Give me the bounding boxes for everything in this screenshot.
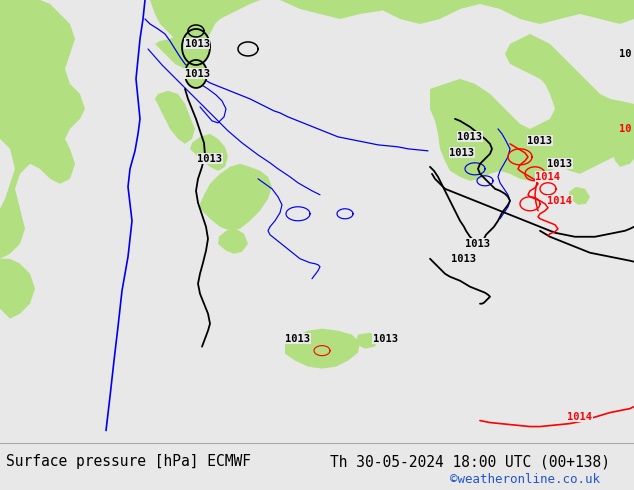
- Polygon shape: [182, 29, 210, 65]
- Text: 1013: 1013: [458, 132, 482, 142]
- Polygon shape: [150, 0, 634, 19]
- Polygon shape: [0, 259, 35, 318]
- Polygon shape: [580, 133, 615, 161]
- Polygon shape: [430, 34, 634, 181]
- Text: 1013: 1013: [465, 239, 491, 249]
- Text: 1013: 1013: [184, 69, 209, 79]
- Text: 10: 10: [619, 124, 632, 134]
- Text: 10: 10: [619, 49, 632, 59]
- Polygon shape: [200, 164, 272, 231]
- Text: 1014: 1014: [567, 412, 593, 421]
- Text: 1013: 1013: [451, 254, 477, 264]
- Polygon shape: [569, 187, 590, 205]
- Polygon shape: [190, 134, 228, 171]
- Polygon shape: [360, 0, 634, 24]
- Polygon shape: [218, 229, 248, 254]
- Polygon shape: [10, 1, 55, 24]
- Polygon shape: [0, 0, 85, 259]
- Polygon shape: [155, 29, 205, 69]
- Text: 1014: 1014: [548, 196, 573, 206]
- Text: 1013: 1013: [198, 154, 223, 164]
- Text: 1014: 1014: [536, 172, 560, 182]
- Text: 1013: 1013: [548, 159, 573, 169]
- Text: Surface pressure [hPa] ECMWF: Surface pressure [hPa] ECMWF: [6, 454, 251, 469]
- Text: 1013: 1013: [184, 39, 209, 49]
- Polygon shape: [185, 60, 207, 88]
- Text: 1013: 1013: [527, 136, 552, 146]
- Text: 1013: 1013: [373, 334, 398, 343]
- Polygon shape: [355, 333, 378, 349]
- Text: ©weatheronline.co.uk: ©weatheronline.co.uk: [450, 473, 600, 486]
- Text: Th 30-05-2024 18:00 UTC (00+138): Th 30-05-2024 18:00 UTC (00+138): [330, 454, 610, 469]
- Polygon shape: [612, 109, 634, 167]
- Text: 1013: 1013: [285, 334, 311, 343]
- Polygon shape: [155, 91, 195, 144]
- Polygon shape: [285, 329, 360, 368]
- Polygon shape: [150, 0, 260, 49]
- Text: 1013: 1013: [450, 148, 474, 158]
